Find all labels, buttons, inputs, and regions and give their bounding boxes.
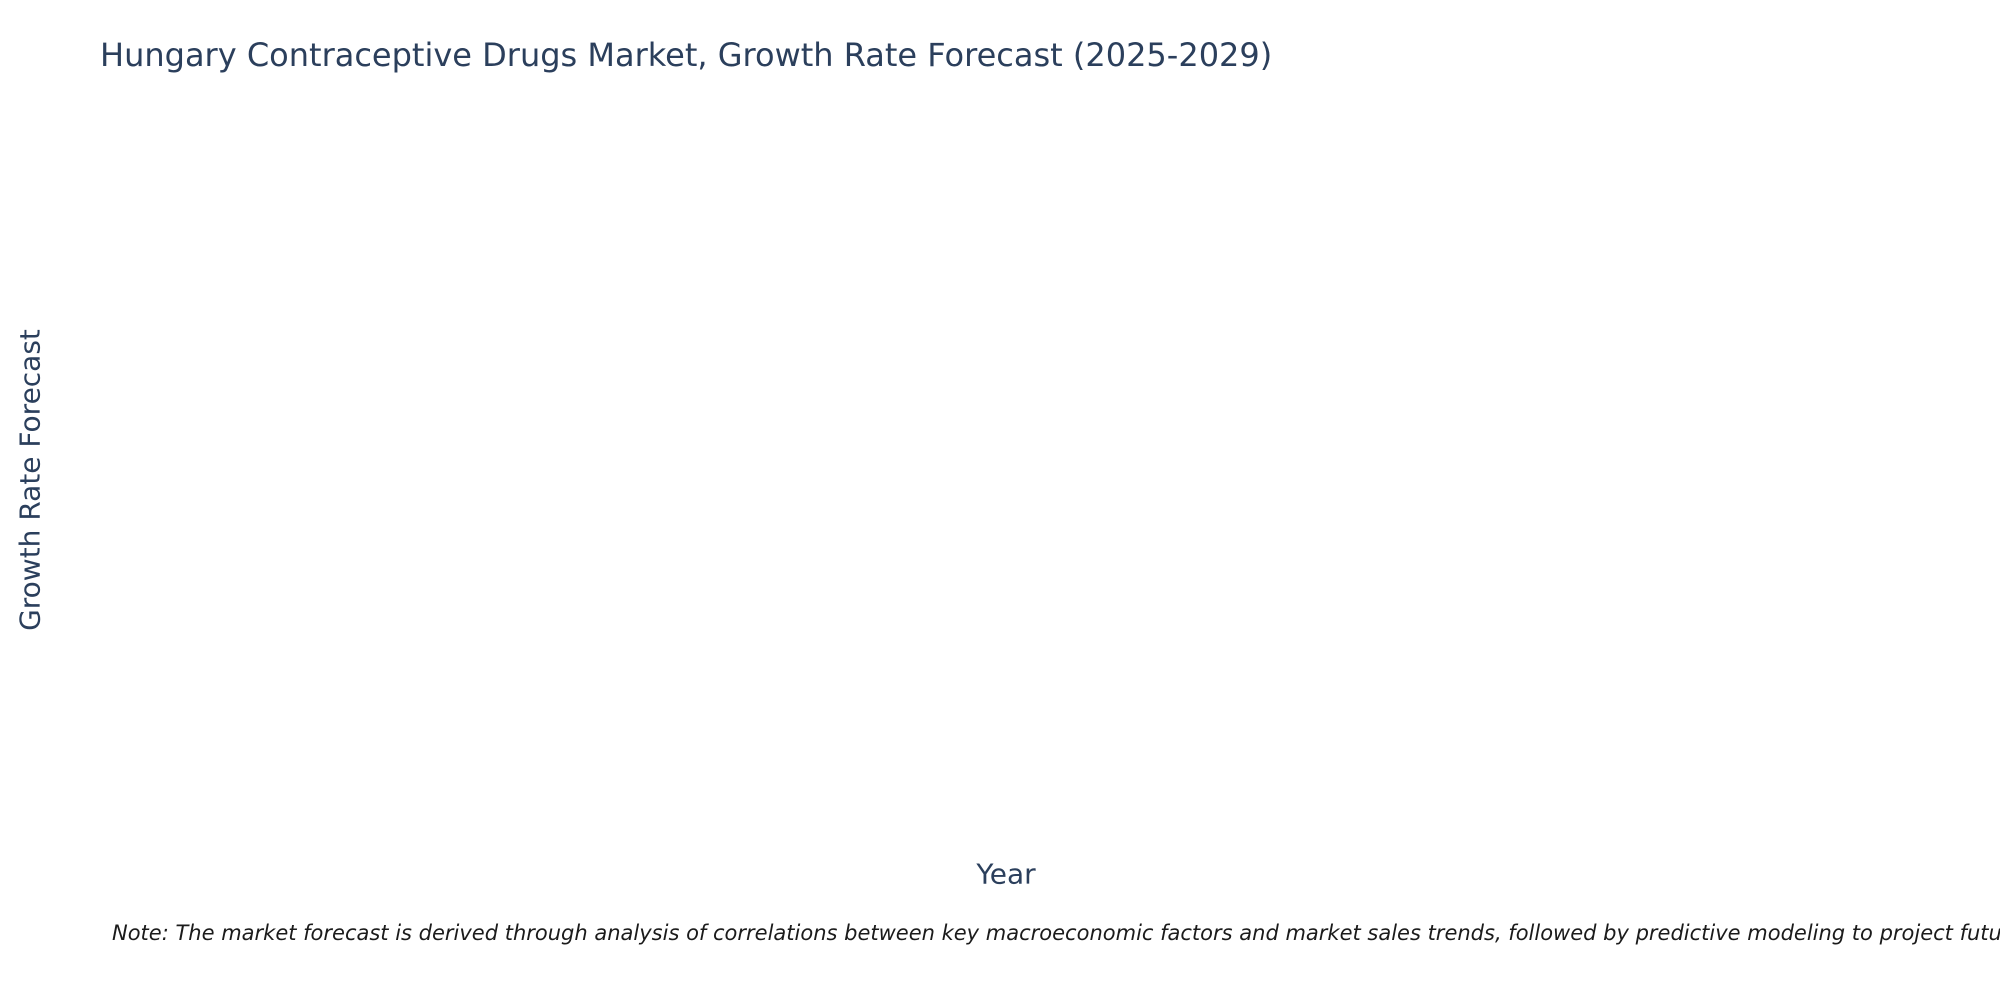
x-axis-title: Year (976, 857, 1036, 891)
footnote: Note: The market forecast is derived thr… (112, 921, 2000, 945)
chart-title: Hungary Contraceptive Drugs Market, Grow… (100, 36, 1273, 74)
